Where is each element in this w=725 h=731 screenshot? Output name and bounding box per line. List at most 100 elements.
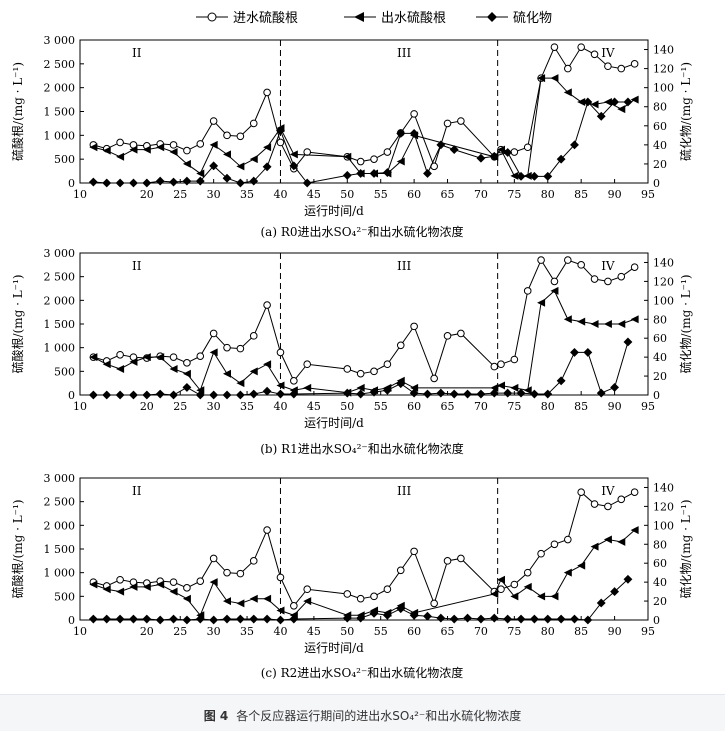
data-point-influent	[550, 43, 559, 51]
data-point-influent	[303, 585, 312, 594]
x-tick-label: 65	[441, 400, 455, 413]
data-point-influent	[116, 350, 124, 359]
data-point-influent	[457, 117, 465, 125]
data-point-sulfide	[142, 614, 152, 624]
data-point-influent	[196, 577, 205, 585]
data-point-effluent	[537, 298, 546, 307]
x-tick-label: 30	[207, 188, 221, 201]
data-point-sulfide	[195, 614, 205, 624]
x-tick-label: 60	[407, 400, 421, 413]
data-point-influent	[356, 594, 365, 603]
data-point-sulfide	[249, 389, 259, 399]
data-point-sulfide	[222, 614, 232, 624]
data-point-influent	[183, 146, 191, 155]
data-point-sulfide	[529, 389, 539, 399]
data-point-influent	[457, 329, 465, 338]
data-point-influent	[550, 540, 559, 549]
data-point-influent	[490, 362, 499, 371]
data-point-effluent	[209, 140, 218, 149]
data-point-sulfide	[102, 614, 112, 624]
data-point-influent	[564, 535, 572, 544]
y2-tick-label: 20	[653, 595, 667, 608]
x-tick-label: 30	[207, 625, 221, 638]
y-tick-label: 2 000	[44, 82, 76, 95]
data-point-effluent	[116, 364, 125, 373]
data-point-influent	[209, 329, 218, 338]
data-point-influent	[303, 360, 312, 369]
data-point-effluent	[603, 97, 612, 106]
y-tick-label: 1 500	[44, 318, 76, 331]
data-point-sulfide	[476, 389, 486, 399]
data-point-influent	[343, 590, 352, 598]
data-point-sulfide	[556, 154, 566, 164]
data-point-sulfide	[88, 177, 98, 187]
data-point-influent	[263, 301, 271, 309]
x-tick-label: 55	[374, 625, 388, 638]
x-tick-label: 20	[140, 400, 154, 413]
data-point-effluent	[603, 320, 612, 328]
data-point-influent	[430, 599, 438, 608]
legend-marker-effluent	[354, 12, 364, 22]
data-point-sulfide	[142, 390, 152, 400]
data-point-sulfide	[623, 337, 633, 347]
data-point-sulfide	[596, 388, 606, 398]
data-point-effluent	[537, 74, 546, 83]
legend: 进水硫酸根 出水硫酸根 硫化物	[196, 11, 552, 26]
data-point-influent	[236, 344, 245, 353]
data-point-influent	[383, 585, 392, 594]
y-tick-label: 3 000	[44, 247, 76, 260]
data-point-influent	[590, 500, 599, 508]
data-point-effluent	[496, 145, 505, 154]
data-point-influent	[604, 277, 612, 286]
data-point-effluent	[577, 561, 586, 570]
data-point-effluent	[89, 353, 98, 362]
data-point-sulfide	[476, 614, 486, 624]
data-point-sulfide	[382, 168, 392, 177]
x-tick-label: 35	[240, 188, 254, 201]
y2-tick-label: 60	[653, 332, 667, 345]
data-point-effluent	[410, 383, 419, 392]
data-point-sulfide	[489, 151, 499, 161]
data-point-influent	[116, 575, 124, 584]
data-point-sulfide	[249, 176, 259, 186]
data-point-effluent	[249, 367, 258, 376]
data-point-influent	[276, 348, 285, 357]
data-point-effluent	[617, 105, 626, 114]
data-point-effluent	[563, 315, 572, 324]
data-point-sulfide	[543, 171, 553, 181]
data-point-effluent	[169, 587, 178, 596]
data-point-effluent	[289, 150, 298, 159]
stage-label: II	[132, 484, 142, 498]
data-point-influent	[510, 148, 519, 156]
data-point-influent	[356, 157, 365, 166]
y-tick-label: 0	[68, 614, 75, 627]
data-point-influent	[523, 143, 532, 152]
data-point-influent	[564, 64, 572, 73]
data-point-effluent	[169, 364, 178, 373]
data-point-influent	[223, 131, 231, 140]
data-point-sulfide	[342, 388, 352, 398]
data-point-sulfide	[115, 390, 125, 400]
y-tick-label: 2 000	[44, 519, 76, 532]
data-point-sulfide	[195, 390, 205, 400]
data-point-influent	[290, 602, 298, 610]
y2-tick-label: 60	[653, 120, 667, 133]
data-point-influent	[290, 377, 298, 385]
data-point-influent	[303, 148, 312, 156]
data-point-influent	[410, 322, 418, 331]
stage-label: II	[132, 259, 142, 273]
x-tick-label: 90	[608, 625, 622, 638]
y-axis-title: 硫酸根/(mg · L⁻¹)	[10, 274, 25, 373]
x-tick-label: 10	[73, 188, 87, 201]
x-tick-label: 45	[307, 400, 321, 413]
data-point-sulfide	[169, 614, 178, 624]
data-point-sulfide	[182, 383, 192, 392]
stage-label: II	[132, 46, 142, 60]
data-point-effluent	[263, 360, 272, 369]
y-tick-label: 2 500	[44, 58, 76, 71]
x-tick-label: 40	[273, 400, 287, 413]
data-point-influent	[209, 117, 218, 125]
data-point-influent	[169, 353, 178, 361]
x-tick-label: 35	[240, 400, 254, 413]
x-tick-label: 50	[340, 400, 354, 413]
